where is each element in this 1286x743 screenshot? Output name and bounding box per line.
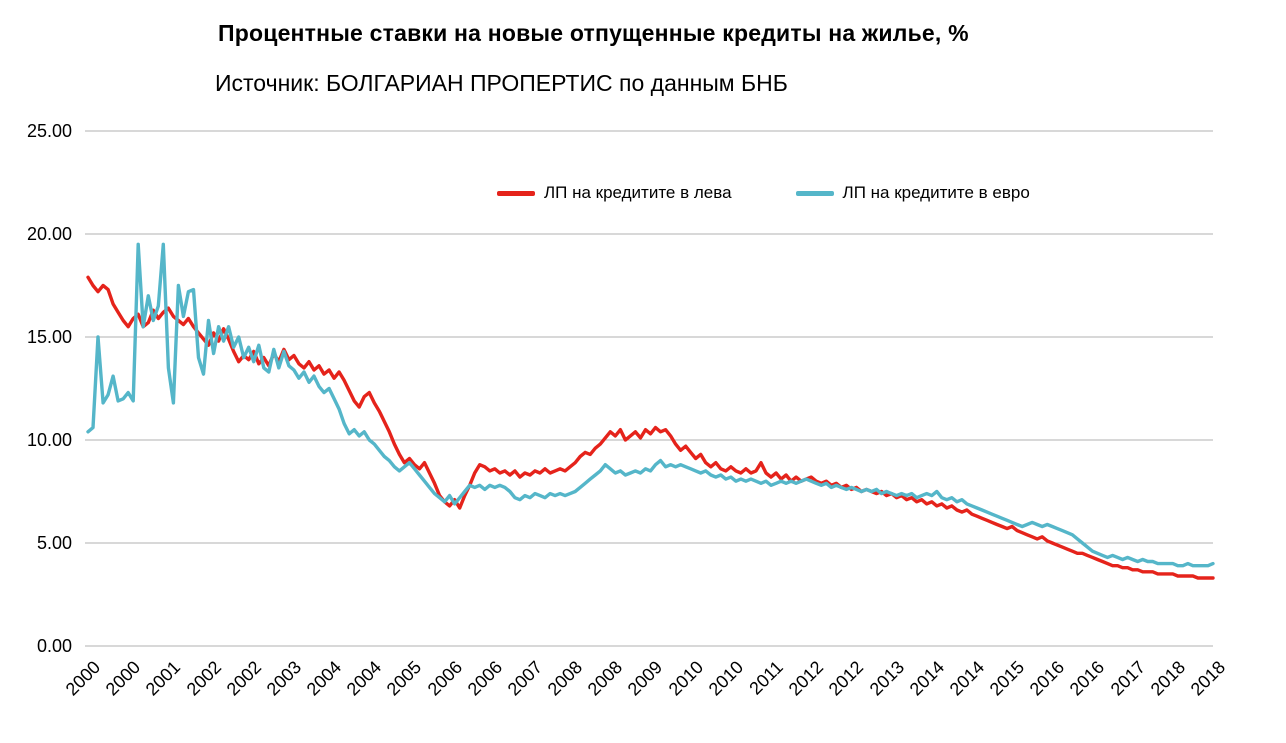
y-axis-label: 25.00 bbox=[26, 121, 72, 141]
y-axis-label: 5.00 bbox=[36, 533, 72, 553]
series-line-euro bbox=[86, 242, 1215, 568]
chart-subtitle: Источник: БОЛГАРИАН ПРОПЕРТИС по данным … bbox=[215, 70, 788, 96]
legend-item-euro: ЛП на кредитите в евро bbox=[795, 183, 1030, 203]
legend-label-leva: ЛП на кредитите в лева bbox=[544, 183, 732, 202]
y-axis-label: 20.00 bbox=[26, 224, 72, 244]
legend-item-leva: ЛП на кредитите в лева bbox=[497, 183, 732, 203]
chart-title: Процентные ставки на новые отпущенные кр… bbox=[218, 20, 969, 46]
euro-line-swatch bbox=[795, 190, 834, 196]
legend: ЛП на кредитите в лева ЛП на кредитите в… bbox=[497, 183, 1030, 203]
y-axis-label: 0.00 bbox=[36, 636, 72, 656]
leva-line-swatch bbox=[497, 190, 535, 196]
series-line-leva bbox=[86, 275, 1215, 580]
y-axis-label: 15.00 bbox=[26, 327, 72, 347]
legend-label-euro: ЛП на кредитите в евро bbox=[842, 183, 1030, 202]
y-axis-label: 10.00 bbox=[26, 430, 72, 450]
